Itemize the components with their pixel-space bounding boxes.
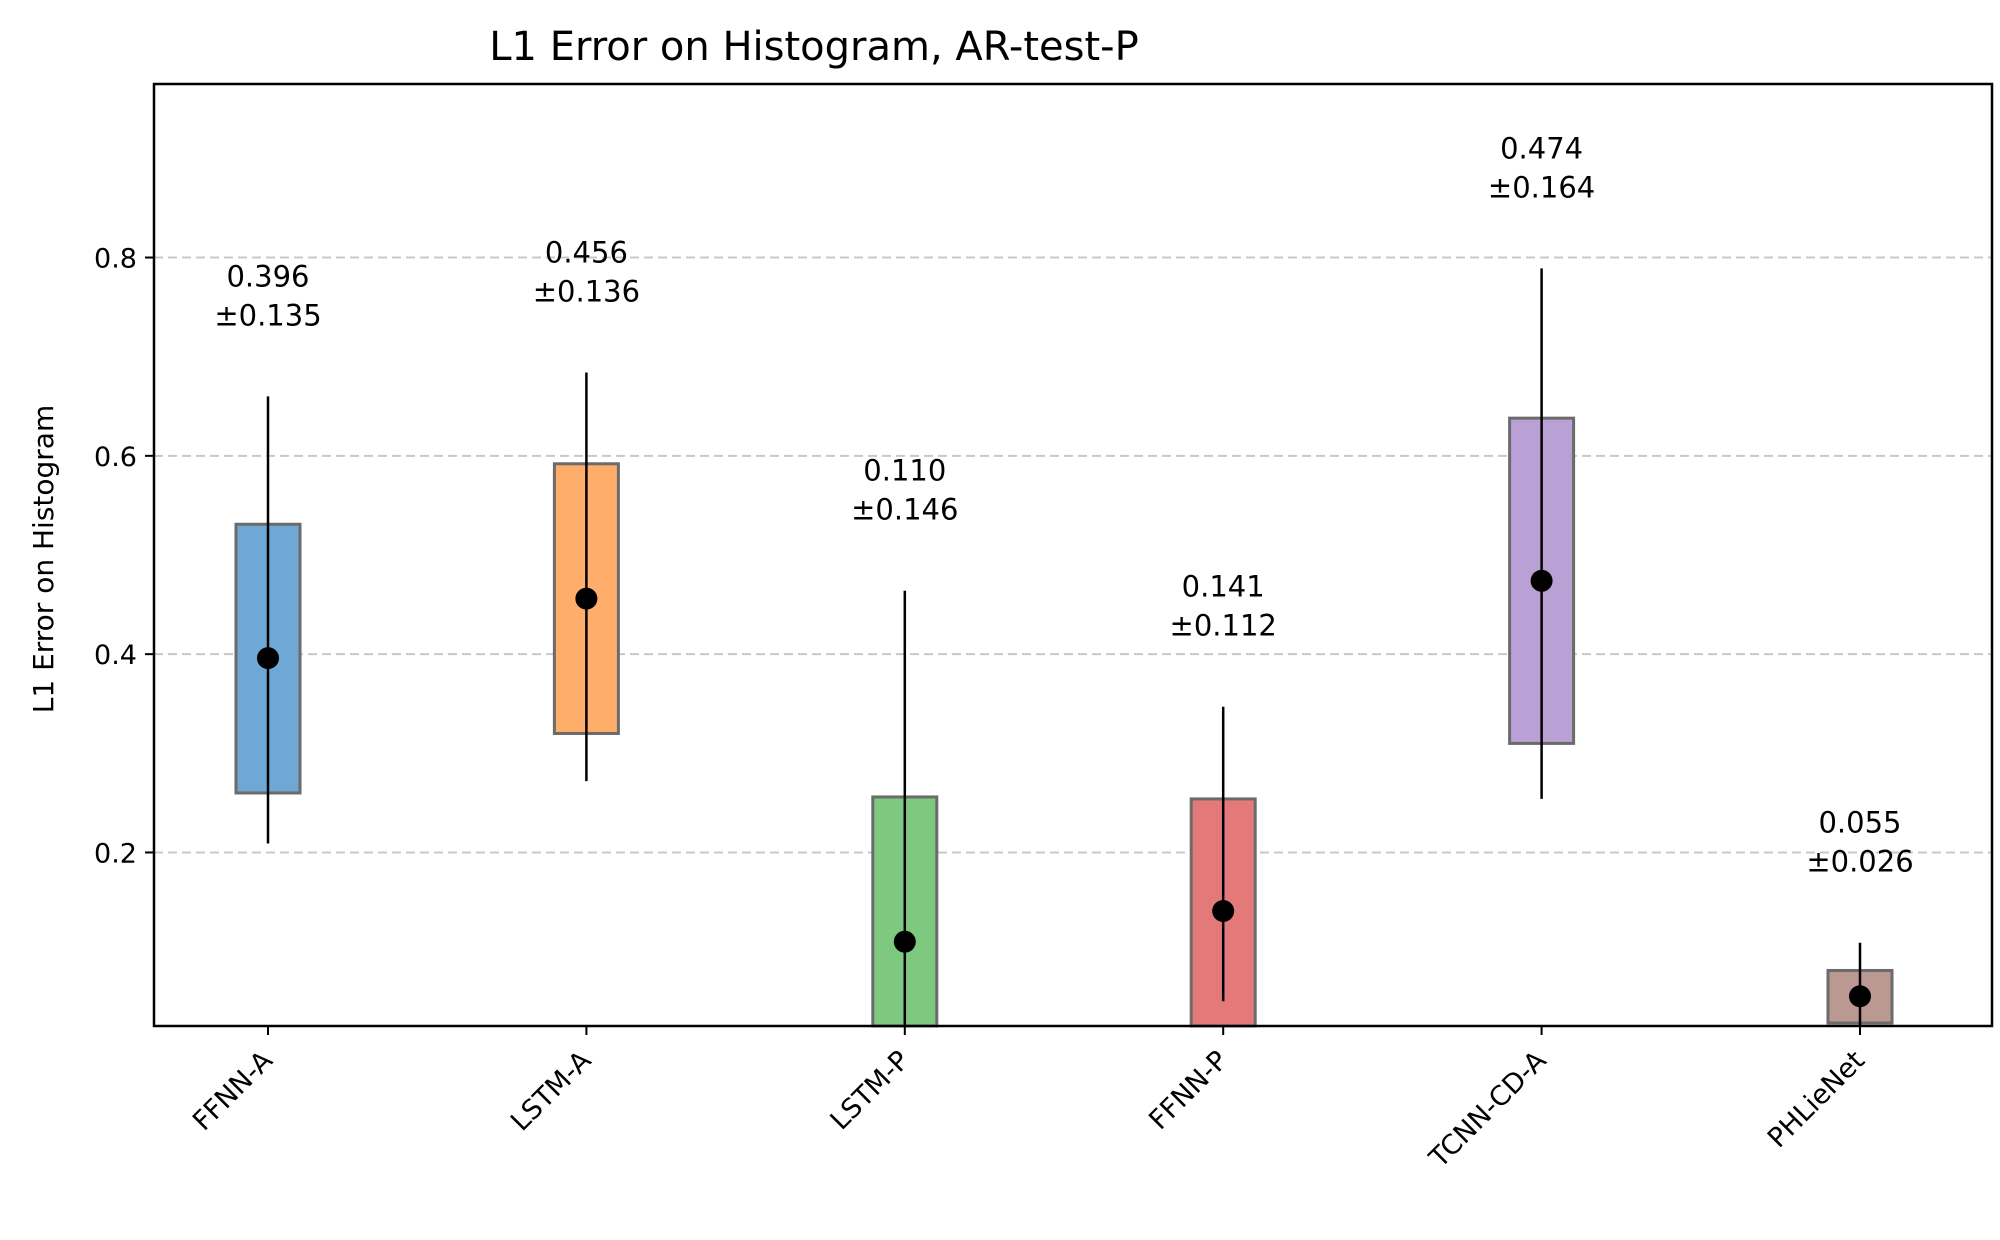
mean-point [1212, 899, 1235, 922]
mean-point [893, 930, 916, 953]
mean-value-label: 0.110 [863, 454, 946, 488]
std-value-label: ±0.112 [1170, 609, 1277, 643]
mark-layer: 0.396 ±0.135 0.456 ±0.136 0.110 ±0.146 0.141 ±0… [214, 131, 1914, 1028]
mean-value-label: 0.474 [1500, 131, 1583, 165]
std-value-label: ±0.146 [851, 493, 958, 527]
y-axis-label: L1 Error on Histogram [27, 405, 60, 714]
mean-point [1530, 569, 1553, 592]
mean-value-label: 0.456 [545, 236, 628, 270]
std-value-label: ±0.164 [1488, 170, 1595, 204]
std-value-label: ±0.135 [214, 298, 321, 332]
mean-value-label: 0.055 [1818, 806, 1901, 840]
mean-point [257, 647, 279, 670]
std-value-label: ±0.026 [1806, 845, 1913, 879]
mean-value-label: 0.141 [1182, 570, 1265, 604]
chart-title: L1 Error on Histogram, AR-test-P [489, 24, 1138, 70]
y-tick-label: 0.4 [94, 640, 137, 671]
y-tick-label: 0.2 [94, 838, 137, 869]
plot-frame [152, 82, 1994, 1028]
mean-value-label: 0.396 [226, 259, 309, 293]
std-value-label: ±0.136 [533, 275, 640, 309]
mean-point [1849, 985, 1871, 1008]
mean-point [575, 587, 598, 610]
grid-layer [154, 256, 1992, 854]
y-tick-label: 0.6 [94, 442, 137, 473]
y-tick-label: 0.8 [94, 244, 137, 275]
